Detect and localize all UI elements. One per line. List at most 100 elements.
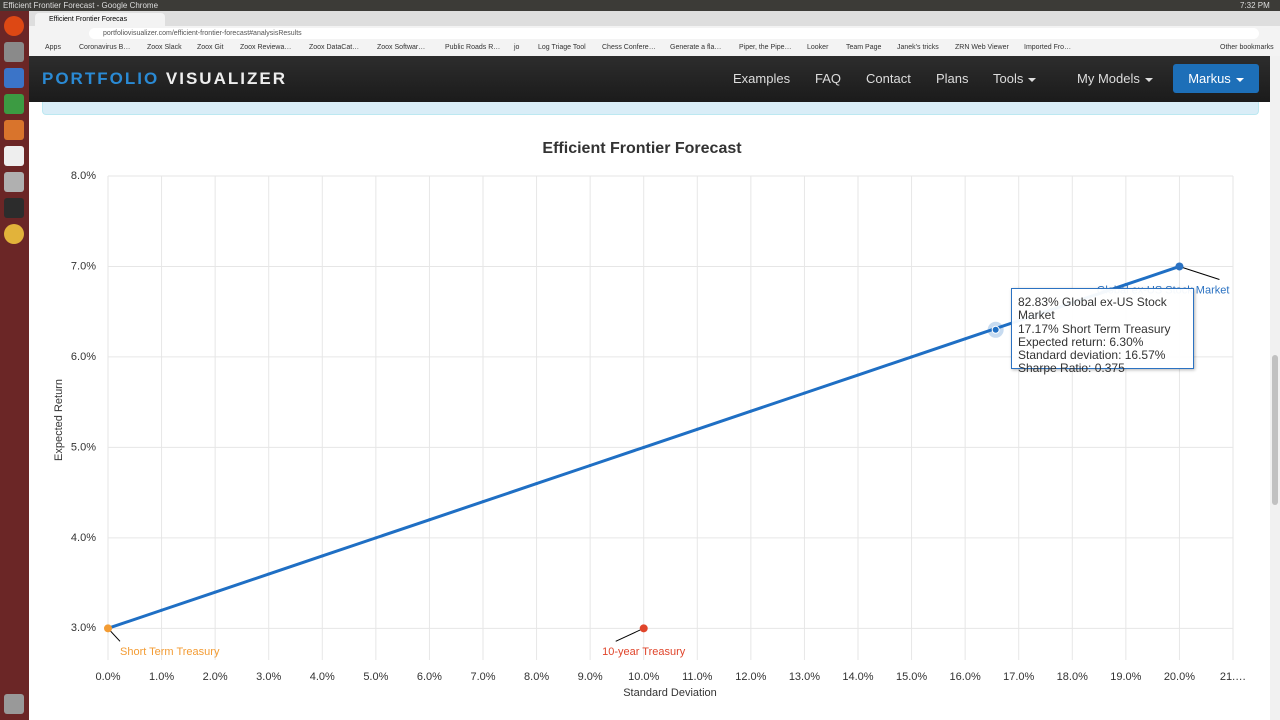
tab-strip: Efficient Frontier Forecas bbox=[29, 11, 1280, 26]
brand-first: PORTFOLIO bbox=[42, 69, 160, 88]
frontier-point bbox=[749, 409, 753, 413]
bookmark[interactable]: Apps bbox=[45, 44, 61, 51]
x-tick-label: 5.0% bbox=[363, 671, 388, 683]
x-tick-label: 16.0% bbox=[950, 671, 981, 683]
launcher-icon[interactable] bbox=[4, 694, 24, 714]
chart: Efficient Frontier Forecast Standard Dev… bbox=[53, 140, 1246, 699]
x-tick-label: 19.0% bbox=[1110, 671, 1141, 683]
x-tick-label: 14.0% bbox=[842, 671, 873, 683]
frontier-point bbox=[320, 554, 324, 558]
user-name: Markus bbox=[1188, 71, 1231, 86]
launcher-icon[interactable] bbox=[4, 224, 24, 244]
bookmark[interactable]: Public Roads R… bbox=[445, 44, 501, 51]
alert bbox=[42, 102, 1259, 115]
x-tick-label: 11.0% bbox=[682, 671, 713, 683]
x-tick-label: 10.0% bbox=[628, 671, 659, 683]
window-title: Efficient Frontier Forecast - Google Chr… bbox=[3, 1, 159, 10]
bookmark[interactable]: Coronavirus B… bbox=[79, 44, 131, 51]
bookmark[interactable]: Team Page bbox=[846, 44, 882, 51]
navbar: PORTFOLIO VISUALIZER Markus Examples FAQ C… bbox=[29, 56, 1270, 102]
nav-link-text: Plans bbox=[936, 71, 969, 86]
tab[interactable]: Efficient Frontier Forecas bbox=[35, 13, 165, 26]
launcher-icon[interactable] bbox=[4, 68, 24, 88]
launcher-icon[interactable] bbox=[4, 120, 24, 140]
asset-point bbox=[639, 624, 648, 633]
nav-link-text: Examples bbox=[733, 71, 791, 86]
launcher-icon[interactable] bbox=[4, 42, 24, 62]
frontier-point bbox=[963, 337, 967, 341]
window-bar: Efficient Frontier Forecast - Google Chr… bbox=[0, 0, 1280, 11]
bookmark[interactable]: Chess Confere… bbox=[602, 44, 656, 51]
y-tick-label: 8.0% bbox=[71, 170, 96, 182]
frontier-point bbox=[1124, 283, 1128, 287]
frontier-point bbox=[481, 500, 485, 504]
frontier-point bbox=[910, 355, 914, 359]
x-tick-label: 3.0% bbox=[256, 671, 281, 683]
caret bbox=[1028, 77, 1037, 82]
clock: 7:32 PM bbox=[1240, 1, 1270, 10]
bookmark[interactable]: Zoox Git bbox=[197, 44, 224, 51]
frontier-point bbox=[427, 518, 431, 522]
scroll-thumb[interactable] bbox=[1272, 355, 1278, 505]
nav-link[interactable]: FAQ bbox=[815, 71, 841, 86]
tooltip-line: 82.83% Global ex-US Stock Market bbox=[1018, 295, 1167, 323]
asset-point bbox=[104, 624, 112, 633]
x-tick-label: 6.0% bbox=[417, 671, 442, 683]
x-tick-label: 7.0% bbox=[470, 671, 495, 683]
tooltip-line: Sharpe Ratio: 0.375 bbox=[1018, 361, 1125, 376]
leader-line bbox=[615, 627, 644, 642]
y-tick-label: 7.0% bbox=[71, 260, 96, 272]
bookmark[interactable]: Looker bbox=[807, 44, 829, 51]
bookmark[interactable]: Imported Fro… bbox=[1024, 44, 1072, 51]
bookmark[interactable]: Piper, the Pipe… bbox=[739, 44, 792, 51]
x-tick-label: 13.0% bbox=[789, 671, 820, 683]
x-tick-label: 8.0% bbox=[524, 671, 549, 683]
x-tick-label: 2.0% bbox=[203, 671, 228, 683]
bookmark[interactable]: Log Triage Tool bbox=[538, 44, 586, 51]
frontier-point bbox=[213, 590, 217, 594]
frontier-point bbox=[160, 608, 164, 612]
launcher-icon[interactable] bbox=[4, 146, 24, 166]
x-tick-label: 12.0% bbox=[735, 671, 766, 683]
asset-label: Short Term Treasury bbox=[120, 646, 220, 658]
launcher-icon[interactable] bbox=[4, 16, 24, 36]
bookmark[interactable]: Zoox Softwar… bbox=[377, 44, 426, 51]
asset-label: 10-year Treasury bbox=[602, 646, 686, 658]
nav-link[interactable]: Plans bbox=[936, 71, 969, 86]
tooltip: 82.83% Global ex-US Stock Market 17.17% S… bbox=[1011, 288, 1194, 375]
x-tick-label: 0.0% bbox=[95, 671, 120, 683]
user-button[interactable]: Markus bbox=[1173, 64, 1259, 93]
nav-link-text: My Models bbox=[1077, 71, 1140, 86]
bookmark[interactable]: Other bookmarks bbox=[1220, 44, 1274, 51]
bookmark[interactable]: Generate a fla… bbox=[670, 44, 722, 51]
frontier-point bbox=[802, 391, 806, 395]
frontier-point bbox=[535, 482, 539, 486]
launcher-icon[interactable] bbox=[4, 172, 24, 192]
bookmark[interactable]: ZRN Web Viewer bbox=[955, 44, 1009, 51]
y-tick-label: 6.0% bbox=[71, 351, 96, 363]
x-tick-label: 9.0% bbox=[578, 671, 603, 683]
nav-link[interactable]: My Models bbox=[1077, 71, 1153, 86]
brand-second: VISUALIZER bbox=[165, 69, 287, 88]
launcher-icon[interactable] bbox=[4, 198, 24, 218]
nav-link[interactable]: Examples bbox=[733, 71, 790, 86]
x-tick-label: 1.0% bbox=[149, 671, 174, 683]
brand[interactable]: PORTFOLIO VISUALIZER bbox=[42, 69, 287, 89]
bookmark[interactable]: Janek's tricks bbox=[897, 44, 939, 51]
bookmark[interactable]: Zoox Reviewa… bbox=[240, 44, 292, 51]
bookmark[interactable]: jo bbox=[514, 44, 520, 51]
x-tick-label: 4.0% bbox=[310, 671, 335, 683]
bookmark[interactable]: Zoox DataCat… bbox=[309, 44, 360, 51]
tooltip-line: Standard deviation: 16.57% bbox=[1018, 348, 1166, 363]
frontier-point bbox=[374, 536, 378, 540]
tooltip-line: 17.17% Short Term Treasury bbox=[1018, 321, 1171, 336]
x-tick-label: 21.… bbox=[1220, 671, 1246, 683]
hover-point bbox=[991, 325, 1000, 334]
nav-link[interactable]: Contact bbox=[866, 71, 911, 86]
bookmarks-bar: Other bookmarks Apps Coronavirus B… Zoox S… bbox=[29, 41, 1280, 57]
bookmark[interactable]: Zoox Slack bbox=[147, 44, 182, 51]
nav-link[interactable]: Tools bbox=[993, 71, 1037, 86]
url[interactable]: portfoliovisualizer.com/efficient-fronti… bbox=[89, 28, 1259, 39]
launcher-icon[interactable] bbox=[4, 94, 24, 114]
